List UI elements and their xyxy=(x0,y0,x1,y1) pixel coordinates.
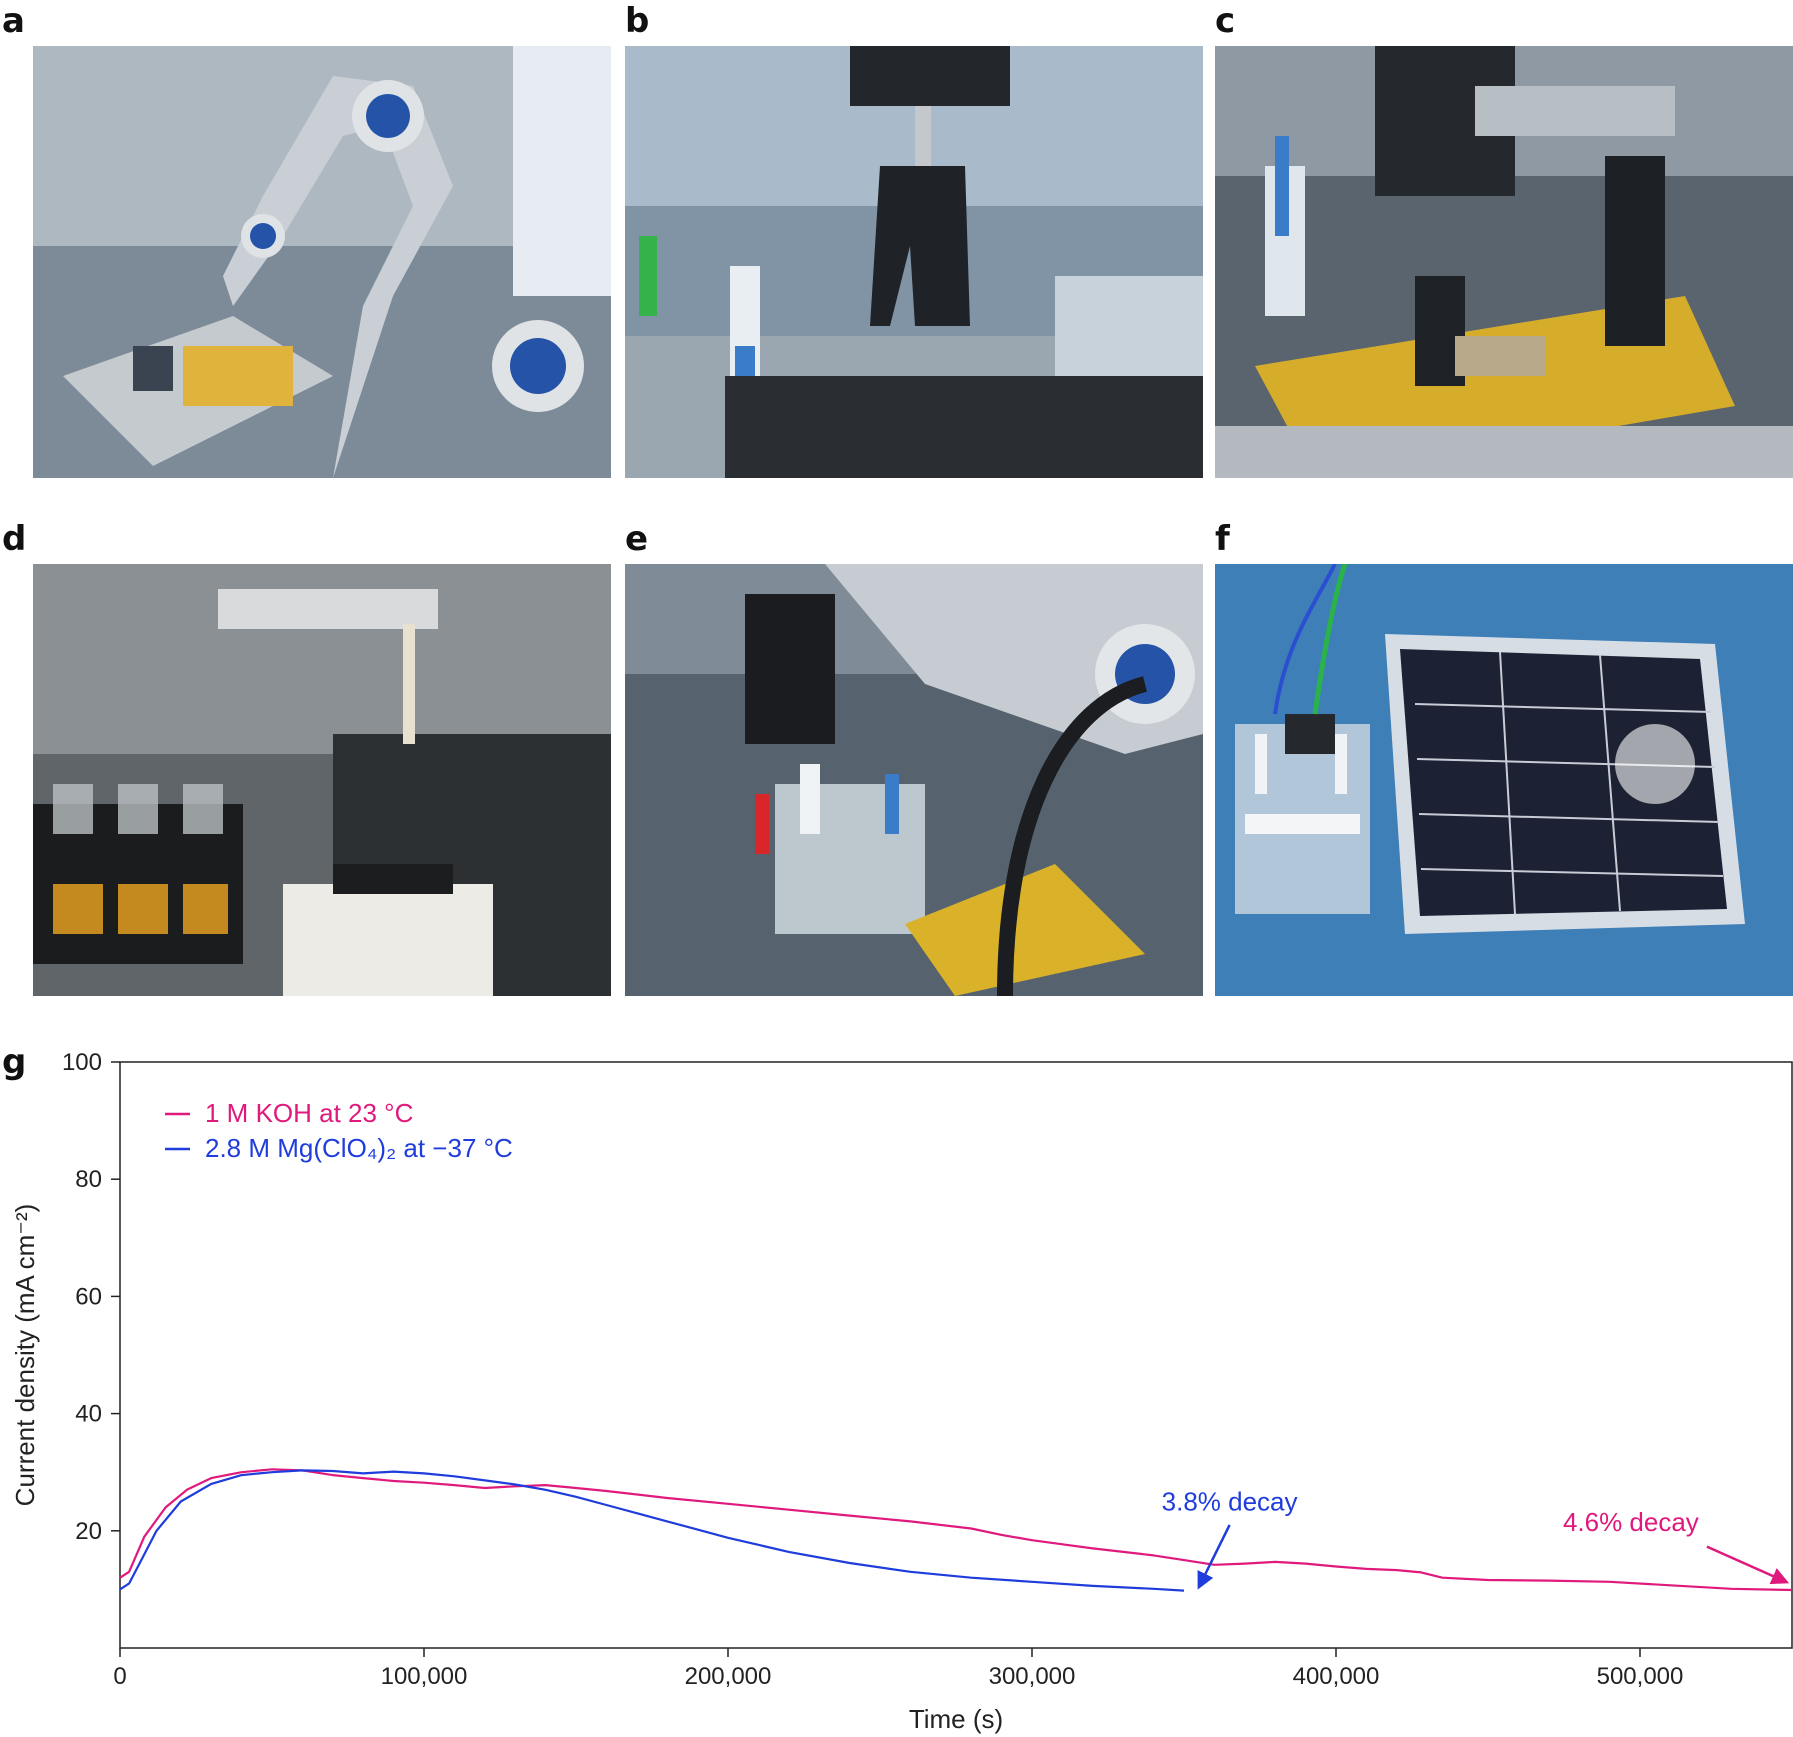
x-tick-label: 0 xyxy=(113,1663,126,1690)
photo-robot-arm-workstation xyxy=(33,46,611,478)
y-axis-label: Current density (mA cm⁻²) xyxy=(10,1204,40,1507)
x-tick-label: 100,000 xyxy=(381,1663,468,1690)
photo-sample-stage xyxy=(1215,46,1793,478)
x-tick-label: 200,000 xyxy=(685,1663,772,1690)
chart-svg: 20 40 60 80 100 0 100,000 200,000 300,000 400,00… xyxy=(10,1049,1793,1734)
annotation-label-2: 4.6% decay xyxy=(1563,1507,1699,1537)
y-tick-label: 100 xyxy=(62,1049,102,1076)
annotation-label-1: 3.8% decay xyxy=(1162,1486,1298,1516)
x-axis-ticks: 0 100,000 200,000 300,000 400,000 500,000 xyxy=(113,1648,1683,1690)
x-tick-label: 300,000 xyxy=(989,1663,1076,1690)
annotations: 3.8% decay 4.6% decay xyxy=(1162,1486,1790,1590)
photo-solar-panel-setup xyxy=(1215,564,1793,996)
annotation-arrow-1 xyxy=(1197,1524,1231,1590)
y-tick-label: 60 xyxy=(75,1283,102,1310)
legend: 1 M KOH at 23 °C 2.8 M Mg(ClO₄)₂ at −37 °… xyxy=(165,1098,513,1163)
series-lines xyxy=(119,1468,1793,1592)
y-tick-label: 80 xyxy=(75,1166,102,1193)
x-axis-label: Time (s) xyxy=(909,1704,1003,1734)
x-tick-label: 400,000 xyxy=(1293,1663,1380,1690)
current-density-chart: 20 40 60 80 100 0 100,000 200,000 300,000 400,00… xyxy=(0,1040,1793,1737)
plot-area-frame xyxy=(119,1061,1793,1649)
photo-electrolyzer-cell xyxy=(625,564,1203,996)
series-line-1 xyxy=(119,1468,1793,1592)
y-axis-ticks: 20 40 60 80 100 xyxy=(62,1049,120,1545)
panel-label-e: e xyxy=(625,519,649,559)
legend-label-2: 2.8 M Mg(ClO₄)₂ at −37 °C xyxy=(205,1133,513,1163)
legend-label-1: 1 M KOH at 23 °C xyxy=(205,1098,413,1128)
photo-gripper-closeup xyxy=(625,46,1203,478)
series-line-2 xyxy=(119,1469,1185,1592)
photo-vials-and-pipette xyxy=(33,564,611,996)
annotation-arrow-2 xyxy=(1706,1545,1790,1585)
y-tick-label: 40 xyxy=(75,1401,102,1428)
panel-label-d: d xyxy=(2,519,27,559)
x-tick-label: 500,000 xyxy=(1597,1663,1684,1690)
panel-label-g: g xyxy=(2,1042,27,1082)
panel-label-b: b xyxy=(625,1,650,41)
panel-label-c: c xyxy=(1215,1,1236,41)
panel-label-f: f xyxy=(1215,519,1230,559)
panel-label-a: a xyxy=(2,1,25,41)
y-tick-label: 20 xyxy=(75,1518,102,1545)
